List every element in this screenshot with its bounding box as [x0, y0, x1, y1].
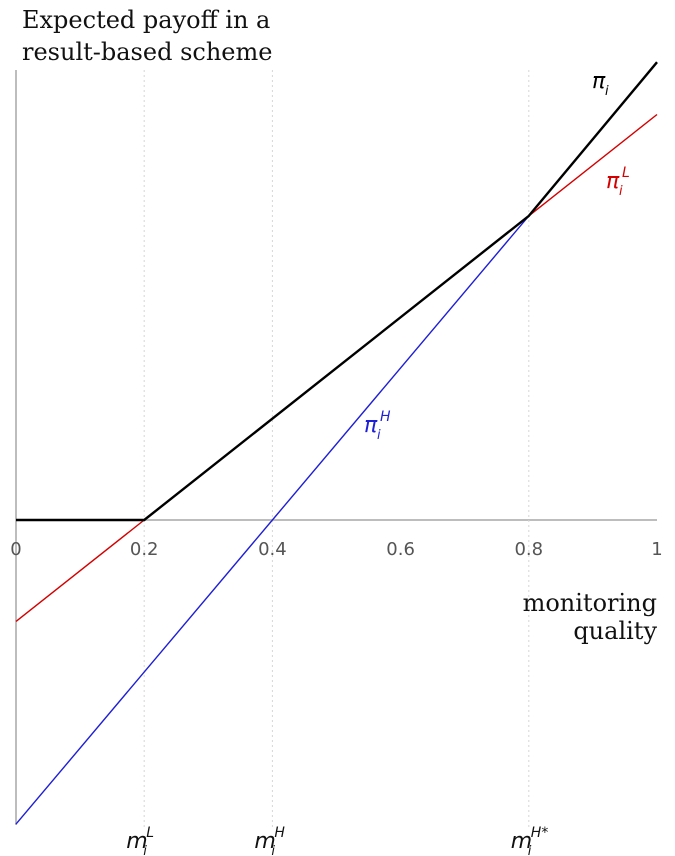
svg-text:L: L [622, 165, 630, 181]
threshold-label-2: mi H* [511, 825, 549, 856]
svg-text:i: i [377, 428, 381, 443]
svg-text:i: i [271, 844, 275, 856]
svg-text:H*: H* [531, 825, 549, 841]
svg-text:L: L [146, 825, 154, 841]
svg-text:m: m [254, 829, 275, 854]
svg-text:i: i [619, 184, 623, 199]
svg-text:i: i [528, 844, 532, 856]
svg-text:i: i [143, 844, 147, 856]
x-tick-label: 0.6 [386, 539, 415, 560]
x-axis-label-line-1: monitoring [523, 589, 657, 617]
svg-text:π: π [364, 413, 378, 438]
threshold-label-1: miH [254, 825, 285, 856]
svg-text:H: H [380, 409, 391, 425]
x-tick-label: 0.2 [130, 539, 159, 560]
threshold-label-0: miL [126, 825, 154, 856]
curve-label-1: π iL [606, 165, 630, 199]
series-line-2 [16, 61, 658, 522]
x-tick-label: 0.8 [514, 539, 543, 560]
x-axis-label-line-2: quality [573, 617, 657, 645]
x-tick-label: 0 [10, 539, 21, 560]
x-tick-label: 1 [651, 539, 662, 560]
svg-text:H: H [274, 825, 285, 841]
curve-label-2: π iH [364, 409, 391, 443]
chart-title-line-1: Expected payoff in a [22, 6, 270, 34]
x-tick-label: 0.4 [258, 539, 287, 560]
svg-text:m: m [126, 829, 147, 854]
svg-text:i: i [605, 84, 609, 99]
svg-text:π: π [606, 169, 620, 194]
chart-title-line-2: result-based scheme [22, 38, 272, 66]
svg-text:m: m [511, 829, 532, 854]
svg-text:π: π [592, 69, 606, 94]
